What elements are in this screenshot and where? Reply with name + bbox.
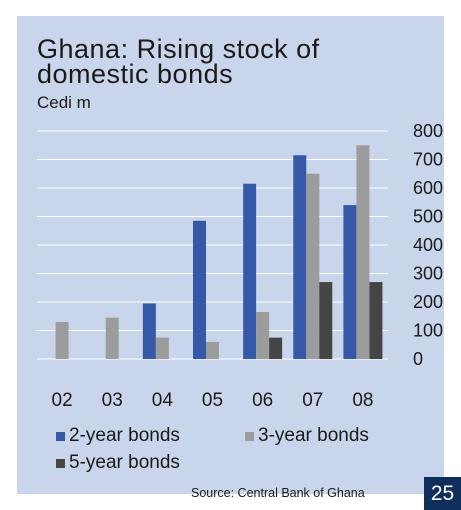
bar [343, 205, 357, 359]
bar [356, 145, 370, 359]
legend-label-2-year: 2-year bonds [69, 425, 180, 446]
bar [193, 220, 206, 359]
source-note: Source: Central Bank of Ghana [191, 486, 365, 500]
chart-title: Ghana: Rising stock of domestic bonds [37, 34, 320, 89]
legend-label-3-year: 3-year bonds [258, 425, 369, 446]
bar [55, 321, 69, 359]
legend-swatch-5-year [56, 458, 65, 468]
x-tick-label: 08 [352, 390, 373, 411]
chart-panel [17, 16, 444, 494]
y-tick-label: 600 [413, 178, 443, 198]
x-tick-label: 02 [52, 390, 73, 411]
bar [155, 337, 169, 359]
y-tick-label: 100 [413, 321, 443, 341]
y-tick-label: 500 [413, 207, 443, 227]
bar [319, 282, 333, 359]
x-tick-label: 06 [252, 390, 273, 411]
chart-title-line-1: Ghana: Rising stock of [37, 34, 320, 64]
y-tick-label: 0 [413, 349, 423, 369]
legend-item-2-year: 2-year bonds [56, 425, 180, 447]
legend-item-3-year: 3-year bonds [245, 425, 369, 447]
chart-subtitle: Cedi m [37, 93, 91, 112]
legend-label-5-year: 5-year bonds [69, 452, 180, 473]
y-tick-label: 700 [413, 150, 443, 170]
bar [243, 183, 257, 359]
x-tick-label: 05 [202, 390, 223, 411]
y-tick-label: 300 [413, 264, 443, 284]
bar [306, 173, 320, 359]
y-tick-label: 400 [413, 235, 443, 255]
x-tick-label: 03 [102, 390, 123, 411]
bar [206, 341, 219, 359]
bar [293, 155, 307, 359]
bar [105, 317, 119, 359]
y-tick-label: 800 [413, 121, 443, 141]
legend-swatch-2-year [56, 431, 65, 441]
x-tick-label: 04 [152, 390, 174, 411]
bar [369, 282, 383, 359]
bar [269, 337, 283, 359]
legend-swatch-3-year [245, 431, 254, 441]
legend-item-5-year: 5-year bonds [56, 452, 180, 474]
page-number: 25 [424, 477, 461, 510]
bar [142, 303, 156, 359]
bar [256, 311, 270, 359]
chart-title-line-2: domestic bonds [37, 59, 234, 89]
x-tick-label: 07 [302, 390, 323, 411]
y-tick-label: 200 [413, 292, 443, 312]
